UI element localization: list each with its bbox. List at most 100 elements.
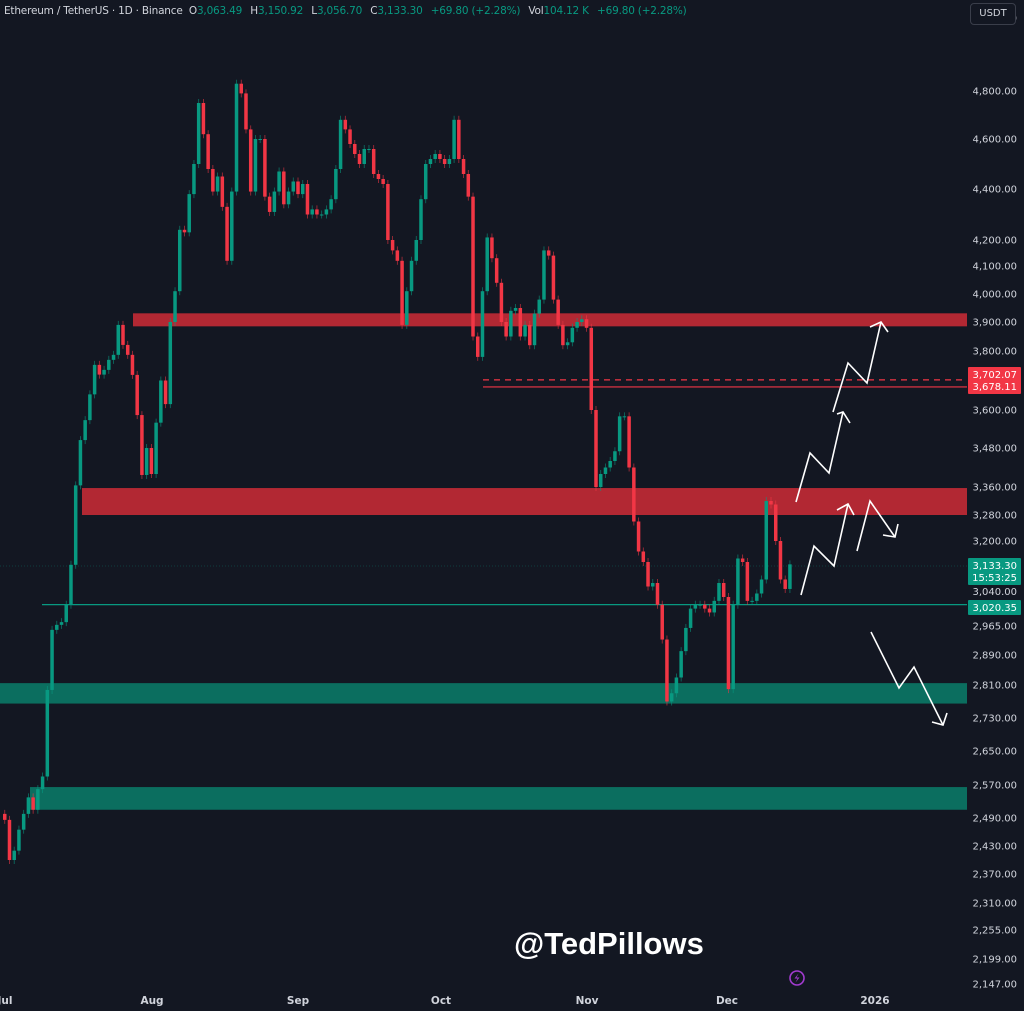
candle <box>490 237 494 259</box>
candle <box>466 174 471 197</box>
candle <box>178 229 182 292</box>
candle <box>736 558 740 605</box>
candle <box>173 291 177 322</box>
candle <box>513 308 518 311</box>
candle <box>338 119 343 169</box>
volume-change: +69.80 (+2.28%) <box>597 5 687 17</box>
price-tick: 2,370.00 <box>972 870 1017 881</box>
candle <box>617 416 622 452</box>
candle <box>693 604 698 609</box>
candle <box>55 624 59 630</box>
candle <box>78 440 83 486</box>
open-label: O <box>188 5 197 17</box>
candle <box>12 850 16 860</box>
candle <box>627 416 631 468</box>
bullish-arrow-2 <box>795 411 844 503</box>
candle <box>419 199 423 240</box>
price-tick: 3,480.00 <box>972 444 1017 455</box>
candle <box>258 139 262 140</box>
candle <box>703 604 707 609</box>
volume-value: 104.12 K <box>543 5 590 17</box>
change-value: +69.80 (+2.28%) <box>430 5 521 17</box>
candle <box>45 689 50 777</box>
time-tick: Aug <box>140 995 163 1007</box>
support-level-tag-text: 3,020.35 <box>972 603 1017 614</box>
price-tick: 2,430.00 <box>972 842 1017 853</box>
candle <box>646 562 650 587</box>
candle <box>471 196 475 337</box>
volume-label: Vol <box>528 5 544 17</box>
candle <box>476 336 480 357</box>
price-tick: 3,280.00 <box>972 511 1017 522</box>
candle <box>556 299 560 325</box>
candle <box>485 237 489 292</box>
levels-layer <box>42 379 967 606</box>
candle <box>211 169 215 192</box>
projection-arrows <box>795 320 948 726</box>
candle <box>494 258 499 283</box>
symbol-title[interactable]: Ethereum / TetherUS · 1D · Binance <box>4 5 183 17</box>
candle <box>651 583 655 587</box>
candle <box>740 558 745 562</box>
candle <box>665 639 669 702</box>
candle <box>182 229 187 233</box>
candle <box>36 789 40 810</box>
candle <box>334 169 338 200</box>
watermark: @TedPillows <box>514 926 704 961</box>
price-tick: 2,650.00 <box>972 747 1017 758</box>
candle <box>731 604 735 690</box>
candle <box>225 206 229 261</box>
candle <box>21 813 26 830</box>
price-tick: 2,490.00 <box>972 814 1017 825</box>
candle <box>154 422 158 474</box>
price-tick: 3,800.00 <box>972 347 1017 358</box>
high-value: 3,150.92 <box>257 5 304 17</box>
price-axis-bg <box>967 28 1024 1011</box>
resistance-zone <box>133 313 967 327</box>
rejection-arrow <box>856 499 896 552</box>
arrowhead <box>836 411 851 424</box>
candle <box>187 194 191 233</box>
candle <box>669 693 674 702</box>
candle <box>679 651 683 678</box>
candle <box>386 184 390 240</box>
candle <box>305 184 310 215</box>
candle <box>594 410 598 487</box>
price-tick: 3,200.00 <box>972 537 1017 548</box>
candle <box>509 310 513 337</box>
candle <box>712 600 716 613</box>
candle <box>319 214 324 216</box>
candle <box>130 354 135 375</box>
candle <box>759 579 764 594</box>
candle <box>371 149 376 174</box>
candle <box>400 260 404 325</box>
price-tick: 4,800.00 <box>972 87 1017 98</box>
price-tick: 2,570.00 <box>972 781 1017 792</box>
candle <box>622 416 627 418</box>
price-axis: 5,000.004,800.004,600.004,400.004,200.00… <box>967 14 1024 1011</box>
candle <box>26 797 31 814</box>
candle <box>409 260 414 292</box>
candle <box>149 448 154 474</box>
currency-button[interactable]: USDT <box>970 3 1016 25</box>
candle <box>296 181 300 195</box>
candle <box>523 324 527 337</box>
candle <box>688 608 693 628</box>
candle <box>348 129 352 144</box>
candle <box>92 364 97 395</box>
candle <box>542 250 546 300</box>
candle <box>329 199 333 210</box>
candle <box>201 103 206 135</box>
candle <box>362 149 366 164</box>
resistance-level-tag-text: 3,702.07 <box>972 370 1017 381</box>
price-tick: 2,199.00 <box>972 955 1017 966</box>
candle <box>17 829 21 851</box>
candle <box>50 629 54 690</box>
candle <box>234 83 239 192</box>
lightning-icon[interactable] <box>789 970 805 986</box>
high-label: H <box>250 5 258 17</box>
price-tick: 2,310.00 <box>972 899 1017 910</box>
price-tick: 3,900.00 <box>972 318 1017 329</box>
bullish-arrow-1 <box>832 321 882 413</box>
